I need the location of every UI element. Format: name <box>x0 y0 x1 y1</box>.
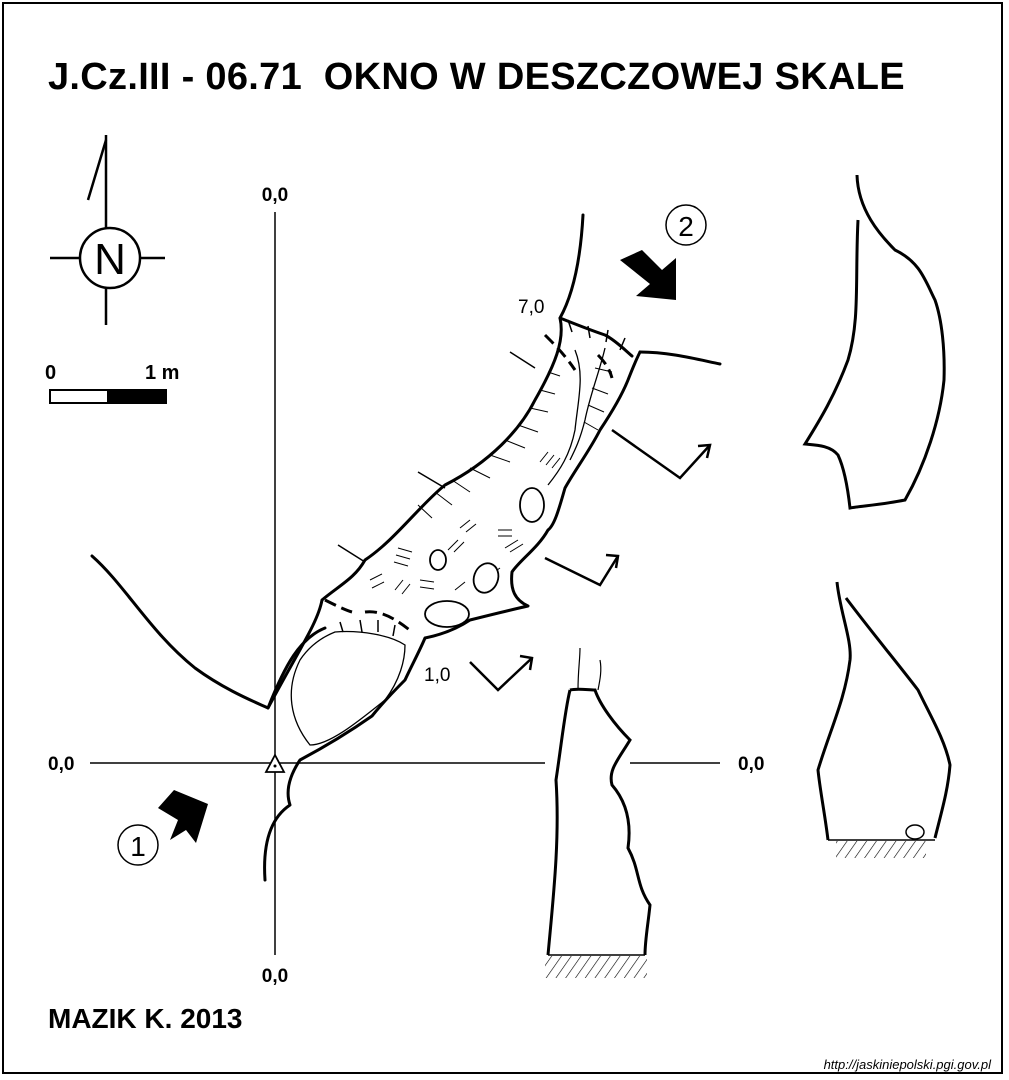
axis-label-left: 0,0 <box>48 754 74 775</box>
cross-section-1 <box>802 174 946 510</box>
axis-label-bottom: 0,0 <box>262 966 288 987</box>
author-credit: MAZIK K. 2013 <box>48 1003 243 1034</box>
north-label: N <box>94 235 126 284</box>
scale-bar: 0 1 m <box>45 362 179 404</box>
boulder <box>519 487 545 523</box>
cave-inner-edges <box>290 347 606 746</box>
map-title: J.Cz.III - 06.71 OKNO W DESZCZOWEJ SKALE <box>48 56 905 98</box>
north-arrow: N <box>50 135 165 325</box>
cross-section-2 <box>816 581 952 858</box>
ledge-lines <box>324 333 614 634</box>
view-number-2: 2 <box>678 211 694 242</box>
compass-circle <box>78 226 142 290</box>
axis-label-right: 0,0 <box>738 754 764 775</box>
source-url[interactable]: http://jaskiniepolski.pgi.gov.pl <box>823 1057 991 1072</box>
survey-station-marker <box>264 753 286 773</box>
boulder <box>472 562 500 594</box>
slope-hatching <box>417 367 613 519</box>
view-arrows: 1 2 <box>117 204 707 866</box>
coordinate-axes: 0,0 0,0 0,0 0,0 <box>48 185 764 987</box>
cave-outline <box>90 213 722 882</box>
view-marker-1 <box>117 824 159 866</box>
cross-section-3 <box>545 647 652 978</box>
boulder <box>424 600 470 628</box>
view-arrow-2 <box>620 250 676 300</box>
scale-start-label: 0 <box>45 362 56 384</box>
wall-ticks <box>337 319 626 637</box>
boulders <box>424 487 545 628</box>
view-marker-2 <box>665 204 707 246</box>
view-number-1: 1 <box>130 831 146 862</box>
view-arrow-1 <box>158 790 208 843</box>
boulder <box>429 549 447 571</box>
depth-label-inner: 1,0 <box>424 665 450 686</box>
axis-label-top: 0,0 <box>262 185 288 206</box>
section-markers <box>469 428 712 692</box>
depth-label-entrance: 7,0 <box>518 297 544 318</box>
scale-end-label: 1 m <box>145 362 179 384</box>
floor-debris <box>369 451 561 595</box>
